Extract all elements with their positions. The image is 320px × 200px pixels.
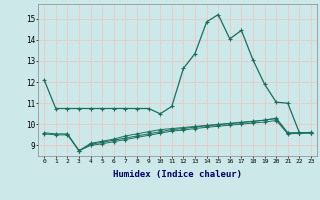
X-axis label: Humidex (Indice chaleur): Humidex (Indice chaleur) — [113, 170, 242, 179]
